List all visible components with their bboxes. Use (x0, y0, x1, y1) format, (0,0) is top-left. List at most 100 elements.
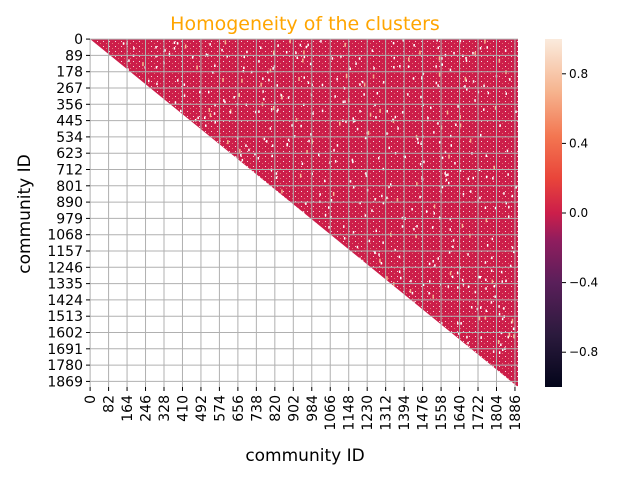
heatmap-cell (305, 202, 307, 205)
heatmap-cell (324, 179, 326, 183)
heatmap-cell (513, 334, 515, 339)
heatmap-cell (127, 68, 129, 71)
heatmap-cell (419, 195, 421, 199)
heatmap-cell (204, 116, 206, 119)
heatmap-cell (467, 341, 469, 345)
heatmap-cell (359, 110, 361, 113)
heatmap-cell (301, 162, 304, 165)
heatmap-cell (379, 258, 381, 263)
heatmap-cell (422, 72, 424, 76)
heatmap-cell (479, 196, 481, 200)
heatmap-cell (511, 246, 514, 249)
heatmap-cell (286, 143, 288, 147)
heatmap-cell (318, 153, 320, 157)
heatmap-cell (262, 77, 264, 80)
heatmap-cell (448, 154, 450, 159)
heatmap-cell (500, 270, 503, 274)
heatmap-cell (459, 115, 461, 119)
heatmap-cell (479, 276, 481, 279)
heatmap-cell (445, 173, 447, 177)
heatmap-cell (223, 99, 225, 102)
heatmap-cell (438, 72, 441, 77)
heatmap-cell (491, 237, 494, 241)
heatmap-cell (503, 307, 505, 310)
x-tick-label: 902 (286, 395, 302, 422)
heatmap-cell (340, 55, 342, 58)
heatmap-cell (518, 385, 520, 388)
heatmap-cell (276, 84, 278, 87)
heatmap-cell (243, 55, 245, 58)
heatmap-cell (437, 84, 439, 87)
heatmap-cell (364, 214, 367, 217)
heatmap-cell (303, 76, 305, 79)
heatmap-cell (343, 225, 345, 228)
heatmap-cell (429, 280, 431, 283)
heatmap-cell (449, 68, 452, 72)
heatmap-cell (507, 173, 509, 176)
heatmap-cell (498, 312, 501, 316)
heatmap-cell (462, 283, 465, 286)
heatmap-cell (433, 212, 435, 215)
heatmap-cell (174, 101, 177, 104)
heatmap-cell (515, 110, 517, 113)
heatmap-cell (435, 81, 438, 85)
heatmap-cell (435, 65, 437, 68)
heatmap-cell (437, 46, 439, 50)
heatmap-cell (394, 249, 396, 252)
heatmap-cell (506, 149, 509, 153)
heatmap-cell (478, 275, 480, 279)
x-tick-label: 492 (194, 395, 210, 422)
x-tick-label: 1230 (360, 395, 376, 431)
heatmap-cell (480, 306, 482, 309)
heatmap-cell (277, 44, 279, 47)
heatmap-cell (494, 295, 496, 298)
heatmap-cell (386, 196, 388, 200)
heatmap-cell (450, 144, 452, 147)
colorbar-tick-label: −0.8 (569, 345, 598, 359)
heatmap-cell (246, 50, 248, 54)
heatmap-cell (452, 239, 455, 242)
heatmap-cell (441, 185, 444, 189)
heatmap-cell (438, 56, 441, 61)
heatmap-cell (449, 271, 452, 276)
heatmap-cell (461, 223, 464, 228)
heatmap-cell (241, 78, 243, 83)
heatmap-cell (299, 43, 302, 47)
heatmap-cell (378, 156, 380, 160)
heatmap-cell (133, 47, 135, 50)
heatmap-cell (382, 201, 385, 205)
heatmap-cell (128, 59, 130, 62)
heatmap-cell (378, 253, 380, 256)
heatmap-cell (214, 103, 216, 107)
heatmap-cell (436, 39, 438, 42)
heatmap-cell (394, 115, 397, 119)
heatmap-cell (470, 306, 473, 309)
colorbar-ticks: 0.8 0.4 0.0 −0.4 −0.8 (562, 67, 598, 359)
heatmap-cell (229, 111, 232, 114)
heatmap-cell (505, 201, 507, 205)
heatmap-cell (409, 289, 412, 293)
heatmap-cell (305, 45, 308, 49)
heatmap-cell (396, 198, 399, 202)
heatmap-cell (438, 141, 441, 144)
heatmap-cell (180, 109, 182, 113)
heatmap-cell (499, 124, 501, 127)
heatmap-cell (155, 66, 158, 69)
heatmap-cell (142, 62, 144, 67)
y-tick-label: 801 (56, 179, 83, 195)
heatmap-cell (324, 213, 327, 217)
heatmap-cell (398, 255, 401, 259)
heatmap-cell (263, 137, 266, 141)
heatmap-cell (498, 58, 501, 63)
heatmap-cell (467, 253, 469, 256)
heatmap-cell (511, 318, 514, 323)
heatmap-cell (196, 65, 198, 70)
heatmap-cell (374, 198, 376, 201)
heatmap-cell (271, 154, 273, 158)
heatmap-cell (480, 133, 482, 137)
heatmap-cell (344, 42, 346, 47)
heatmap-cell (455, 123, 457, 126)
heatmap-plot-area (89, 38, 520, 388)
heatmap-cell (501, 280, 503, 283)
heatmap-cell (374, 103, 376, 107)
